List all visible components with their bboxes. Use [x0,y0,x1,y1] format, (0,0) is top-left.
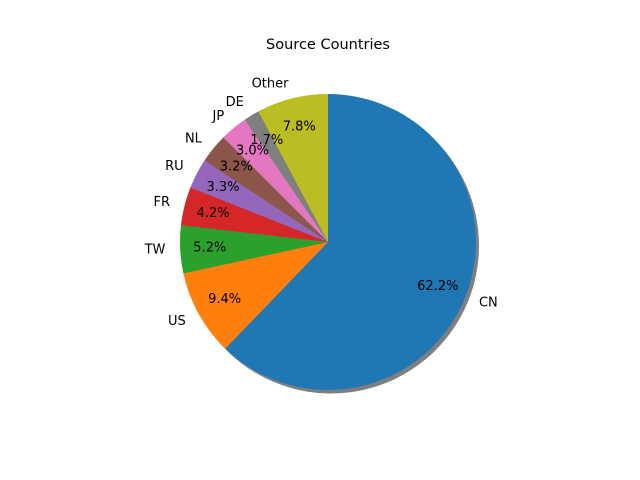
slice-percent-fr: 4.2% [197,206,230,221]
pie-slice-tw [180,225,328,274]
slice-label-other: Other [252,77,290,92]
slice-percent-tw: 5.2% [193,240,226,255]
slice-percent-other: 7.8% [283,120,316,135]
slice-label-us: US [168,314,186,329]
slice-percent-nl: 3.2% [220,160,253,175]
pie-slice-other [258,94,328,242]
pie-slice-us [183,242,328,349]
pie-slice-cn [225,94,477,390]
pie-slices [180,94,477,390]
slice-percent-jp: 3.0% [236,143,269,158]
slice-percent-us: 9.4% [208,292,241,307]
pie-slice-nl [204,137,328,242]
slice-label-ru: RU [165,159,184,174]
slice-label-nl: NL [185,132,203,147]
pie-slice-de [244,111,328,242]
slice-label-jp: JP [212,109,225,124]
chart-title: Source Countries [266,37,390,53]
slice-percent-de: 1.7% [250,133,283,148]
slice-label-cn: CN [479,295,498,310]
pie-slice-jp [223,119,328,242]
slice-label-fr: FR [154,195,171,210]
slice-percent-ru: 3.3% [207,180,240,195]
slice-percent-cn: 62.2% [417,279,458,294]
slice-label-tw: TW [144,243,166,258]
pie-slice-fr [180,187,328,242]
pie-slice-ru [190,160,328,242]
slice-label-de: DE [226,95,244,110]
pie-labels: CN 62.2% US 9.4% TW 5.2% FR 4.2% RU 3.3% NL 3.2% JP 3… [144,77,498,329]
